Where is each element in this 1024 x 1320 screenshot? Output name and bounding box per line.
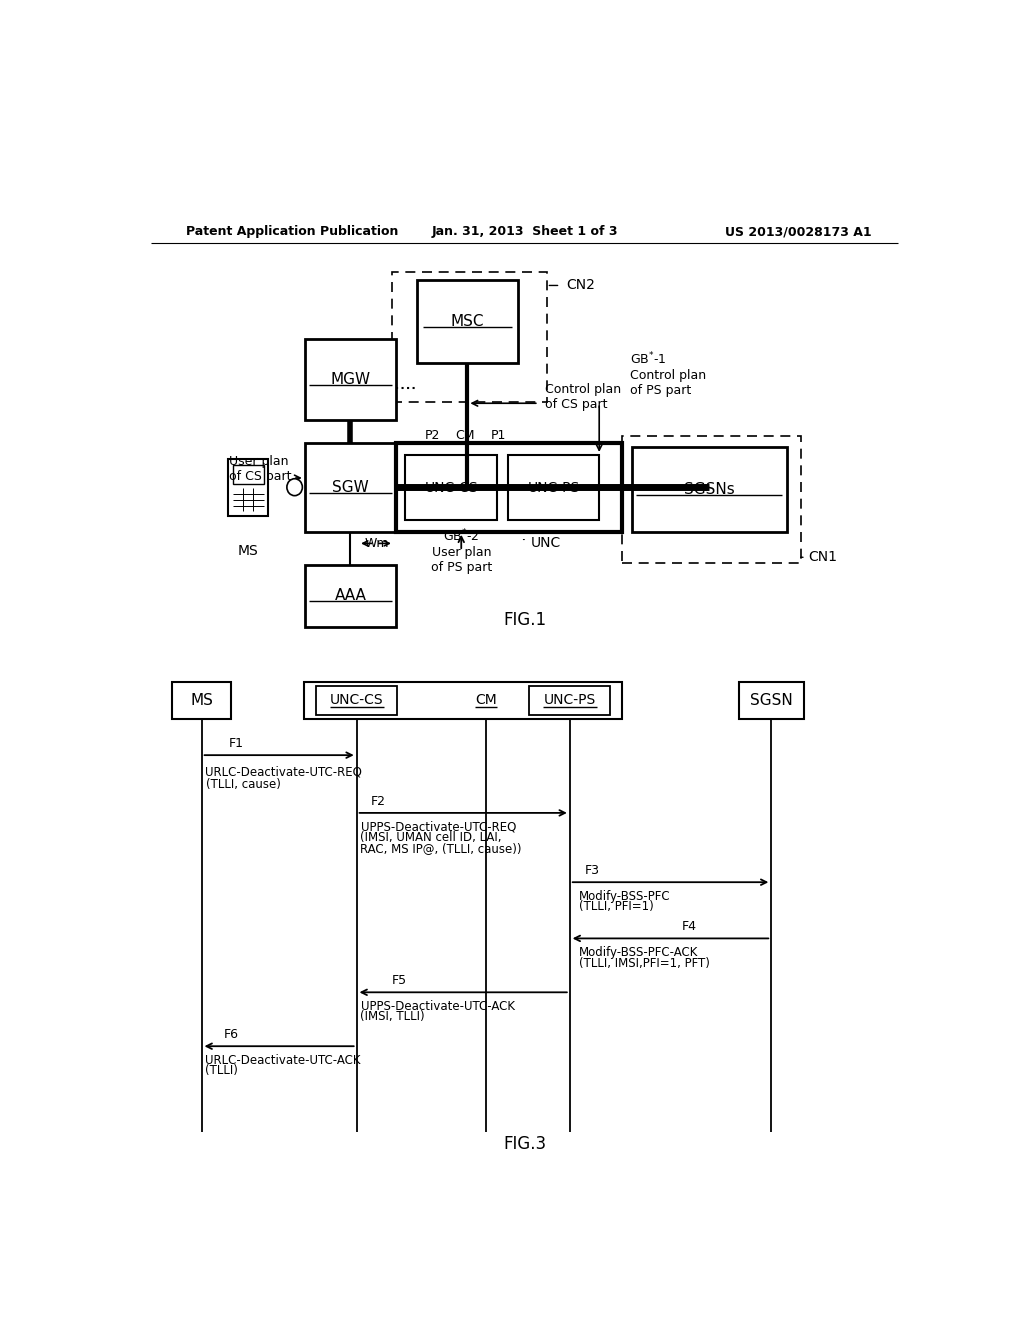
Text: UPPS-Deactivate-UTC-ACK: UPPS-Deactivate-UTC-ACK [360,999,514,1012]
Bar [396,444,623,532]
Bar [738,682,804,719]
Bar [304,682,623,719]
Text: MS: MS [190,693,213,708]
Text: MSC: MSC [451,314,484,329]
Bar [305,444,396,532]
Text: F6: F6 [223,1028,239,1041]
Bar [232,465,263,484]
Text: (TLLI): (TLLI) [206,1064,239,1077]
Bar [529,686,610,715]
Bar [632,447,786,532]
Bar [316,686,397,715]
Text: (IMSI, TLLI): (IMSI, TLLI) [360,1010,425,1023]
Text: F1: F1 [228,737,244,750]
Text: (TLLI, cause): (TLLI, cause) [206,777,281,791]
Text: Patent Application Publication: Patent Application Publication [186,224,398,238]
Text: UNC-PS: UNC-PS [527,480,580,495]
Text: Modify-BSS-PFC: Modify-BSS-PFC [579,890,671,903]
Text: UNC-PS: UNC-PS [544,693,596,708]
Text: FIG.3: FIG.3 [503,1135,547,1152]
Text: Wm: Wm [365,537,389,550]
Text: GB$^{*}$-2
User plan
of PS part: GB$^{*}$-2 User plan of PS part [431,528,492,574]
Bar [406,455,497,520]
Bar [417,280,518,363]
Text: Control plan
of CS part: Control plan of CS part [545,383,622,411]
Text: P2: P2 [425,429,440,442]
Text: URLC-Deactivate-UTC-REQ: URLC-Deactivate-UTC-REQ [206,766,362,779]
Text: SGSNs: SGSNs [684,482,734,498]
Text: F3: F3 [586,865,600,878]
Text: AAA: AAA [335,589,367,603]
Text: FIG.1: FIG.1 [503,611,547,630]
Text: (IMSI, UMAN cell ID, LAI,: (IMSI, UMAN cell ID, LAI, [360,832,502,843]
Bar [391,272,547,401]
Text: F5: F5 [391,974,407,987]
Text: GB$^{*}$-1
Control plan
of PS part: GB$^{*}$-1 Control plan of PS part [630,351,707,397]
Text: MS: MS [238,544,258,558]
Text: F2: F2 [371,795,386,808]
Text: CM: CM [456,429,475,442]
Ellipse shape [287,479,302,496]
Bar [305,339,396,420]
Text: UNC-CS: UNC-CS [330,693,383,708]
Text: Modify-BSS-PFC-ACK: Modify-BSS-PFC-ACK [579,945,698,958]
Text: US 2013/0028173 A1: US 2013/0028173 A1 [725,224,872,238]
Text: (TLLI, PFI=1): (TLLI, PFI=1) [579,900,653,913]
Text: (TLLI, IMSI,PFI=1, PFT): (TLLI, IMSI,PFI=1, PFT) [579,957,710,970]
Text: URLC-Deactivate-UTC-ACK: URLC-Deactivate-UTC-ACK [206,1053,361,1067]
Text: F4: F4 [682,920,697,933]
Bar [305,565,396,627]
Text: UPPS-Deactivate-UTC-REQ: UPPS-Deactivate-UTC-REQ [360,820,516,833]
Bar [623,436,801,562]
Text: User plan
of CS part: User plan of CS part [228,454,291,483]
Text: CM: CM [475,693,497,708]
Text: CN2: CN2 [566,279,595,293]
Bar [172,682,231,719]
Text: MGW: MGW [331,372,371,387]
Text: CN1: CN1 [809,550,838,564]
Text: UNC: UNC [531,536,561,550]
Text: RAC, MS IP@, (TLLI, cause)): RAC, MS IP@, (TLLI, cause)) [360,842,522,855]
Bar [228,459,268,516]
Text: UNC-CS: UNC-CS [424,480,478,495]
Text: SGSN: SGSN [750,693,793,708]
Bar [508,455,599,520]
Text: P1: P1 [490,429,506,442]
Text: Jan. 31, 2013  Sheet 1 of 3: Jan. 31, 2013 Sheet 1 of 3 [431,224,618,238]
Text: SGW: SGW [332,480,369,495]
